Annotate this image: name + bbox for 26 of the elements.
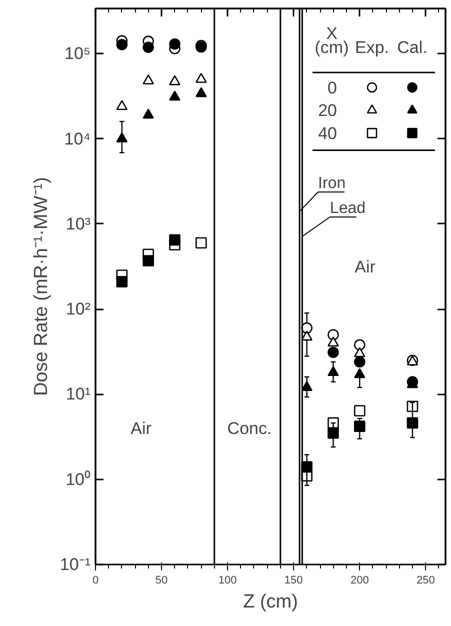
annotation: Air [130, 418, 152, 438]
annotation: Cal. [397, 38, 428, 57]
y-tick-label: 10⁰ [66, 470, 91, 489]
x-tick-label: 50 [155, 574, 168, 586]
legend-label: 40 [318, 124, 338, 144]
x-tick-label: 200 [350, 574, 369, 586]
ref-line-label: Lead [330, 200, 366, 217]
y-tick-label: 10³ [66, 214, 91, 234]
legend-title: X (cm) [314, 24, 349, 57]
ref-line-label: Iron [318, 174, 346, 192]
y-tick-label: 10⁵ [64, 44, 91, 64]
x-tick-label: 250 [416, 574, 435, 586]
y-tick-label: 10⁻¹ [60, 555, 91, 574]
x-tick-label: 0 [92, 574, 99, 586]
y-axis-title: Dose Rate (mR·h⁻¹·MW⁻¹) [30, 177, 52, 396]
annotation: Conc. [227, 418, 272, 438]
y-tick-label: 10² [66, 300, 91, 319]
x-tick-label: 150 [284, 574, 303, 586]
y-tick-label: 10¹ [66, 384, 91, 404]
x-tick-label: 100 [218, 574, 237, 586]
legend-label: 0 [328, 78, 338, 98]
y-tick-label: 10⁴ [64, 129, 91, 148]
legend-label: 20 [318, 101, 338, 120]
annotation: Air [354, 258, 376, 277]
x-axis-title: Z (cm) [243, 592, 298, 612]
annotation: Exp. [354, 38, 390, 57]
